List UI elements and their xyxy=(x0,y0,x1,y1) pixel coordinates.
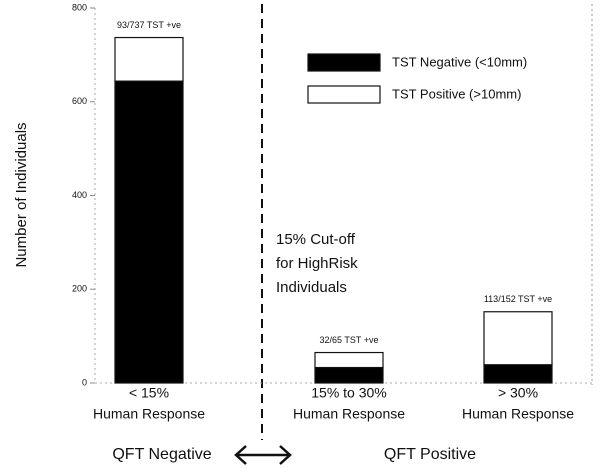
y-tick-label: 400 xyxy=(72,190,87,200)
annotation: Individuals xyxy=(276,279,347,296)
arrow xyxy=(234,445,292,465)
legend-label: TST Positive (>10mm) xyxy=(392,86,521,101)
annotation: for HighRisk xyxy=(276,255,358,272)
legend-swatch xyxy=(307,85,381,104)
x-tick-label: > 30% xyxy=(498,385,538,401)
bar-segment xyxy=(114,36,184,82)
y-tick-label: 200 xyxy=(72,284,87,294)
bar-segment xyxy=(483,311,553,366)
y-tick-label: 0 xyxy=(82,377,87,387)
bar-segment xyxy=(314,351,384,369)
group-label: QFT Negative xyxy=(112,446,211,463)
x-tick-sublabel: Human Response xyxy=(293,406,405,422)
y-tick-label: 800 xyxy=(72,2,87,12)
bar-label: 113/152 TST +ve xyxy=(484,294,552,304)
bar-label: 32/65 TST +ve xyxy=(320,335,379,345)
bar-segment xyxy=(483,364,553,384)
y-tick-label: 600 xyxy=(72,96,87,106)
group-label: QFT Positive xyxy=(384,446,476,463)
annotation: 15% Cut-off xyxy=(276,231,356,248)
legend-label: TST Negative (<10mm) xyxy=(392,54,527,69)
x-tick-sublabel: Human Response xyxy=(462,406,574,422)
bar-label: 93/737 TST +ve xyxy=(117,20,181,30)
bar-segment xyxy=(314,366,384,384)
legend-swatch xyxy=(307,53,381,72)
x-tick-label: < 15% xyxy=(129,385,169,401)
x-tick-sublabel: Human Response xyxy=(93,406,205,422)
x-tick-label: 15% to 30% xyxy=(311,385,387,401)
bar-segment xyxy=(114,80,184,384)
y-axis-label: Number of Individuals xyxy=(13,122,30,267)
